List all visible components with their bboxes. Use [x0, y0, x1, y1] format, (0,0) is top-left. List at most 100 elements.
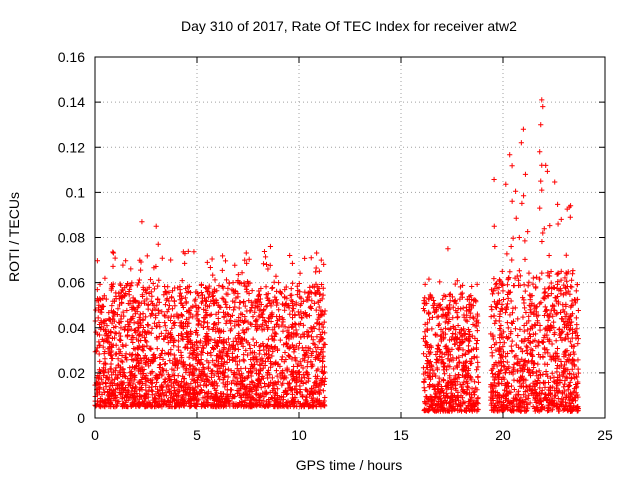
data-point [515, 316, 521, 322]
data-point [305, 348, 311, 354]
data-point [224, 379, 231, 385]
data-point [565, 387, 571, 393]
data-point [467, 334, 473, 340]
data-point [304, 297, 310, 303]
data-point [440, 336, 447, 342]
data-point [273, 273, 279, 279]
data-point [320, 388, 326, 394]
data-point [567, 203, 574, 209]
data-point [315, 366, 321, 372]
data-point [168, 383, 174, 389]
data-point [104, 388, 111, 395]
data-point [442, 331, 449, 337]
data-point [447, 291, 453, 297]
data-point [217, 334, 223, 341]
data-point [100, 369, 107, 375]
data-point [239, 311, 245, 318]
data-point [300, 322, 307, 328]
data-point [102, 332, 108, 338]
data-point [169, 335, 175, 341]
data-point [130, 357, 136, 363]
data-point [222, 395, 228, 401]
data-point [98, 404, 104, 410]
data-point [119, 299, 125, 305]
data-point [503, 181, 509, 187]
data-point [209, 393, 215, 400]
data-point [116, 290, 122, 296]
data-point [471, 315, 477, 321]
data-point [548, 280, 554, 286]
data-point [466, 296, 472, 303]
data-point [292, 394, 298, 400]
data-point [191, 249, 197, 255]
data-point [535, 377, 541, 384]
data-point [298, 314, 305, 320]
data-point [154, 400, 160, 406]
data-point [491, 288, 497, 294]
data-point [459, 388, 465, 394]
data-point [525, 401, 531, 407]
data-point [143, 331, 150, 337]
data-point [168, 294, 175, 300]
data-point [193, 312, 199, 318]
data-point [301, 352, 308, 358]
data-point [235, 272, 241, 278]
data-point [498, 407, 504, 413]
data-point [454, 315, 460, 321]
data-point [458, 327, 465, 333]
data-point [521, 282, 527, 288]
data-point [564, 331, 570, 337]
data-point [450, 315, 456, 321]
data-point [113, 386, 119, 392]
data-point [130, 402, 136, 408]
data-point [541, 226, 547, 232]
data-point [177, 287, 183, 293]
data-point [460, 360, 466, 366]
data-point [183, 316, 189, 322]
data-point [221, 344, 227, 351]
data-point [145, 321, 151, 328]
data-point [516, 397, 522, 403]
data-point [125, 318, 131, 324]
data-point [512, 354, 518, 360]
data-point [551, 331, 557, 338]
data-point [163, 393, 170, 399]
data-point [458, 399, 464, 405]
data-point [436, 375, 442, 381]
data-point [146, 356, 152, 363]
data-point [440, 307, 446, 313]
data-point [223, 320, 229, 326]
data-point [474, 328, 480, 334]
data-point [159, 255, 165, 261]
data-point [537, 385, 543, 391]
data-point [290, 305, 297, 312]
data-point [182, 401, 188, 407]
data-point [435, 343, 441, 349]
data-point [281, 403, 287, 410]
data-point [501, 363, 507, 369]
data-point [575, 407, 581, 413]
data-point [490, 389, 496, 395]
data-point [154, 346, 160, 352]
data-point [292, 346, 298, 353]
data-point [496, 348, 502, 354]
data-point [292, 402, 298, 408]
data-point [463, 405, 470, 411]
data-point [465, 343, 472, 349]
data-point [207, 264, 214, 271]
data-point [118, 372, 124, 378]
data-point [526, 279, 532, 285]
data-point [558, 216, 564, 223]
data-point [319, 336, 325, 342]
data-point [175, 332, 182, 339]
data-point [254, 370, 260, 377]
data-point [448, 395, 454, 401]
data-point [123, 342, 129, 348]
data-point [561, 319, 567, 325]
data-point [447, 298, 453, 304]
data-point [294, 331, 300, 337]
data-point [198, 281, 205, 287]
data-point [430, 302, 436, 308]
data-point [515, 392, 521, 398]
data-point [529, 292, 535, 299]
